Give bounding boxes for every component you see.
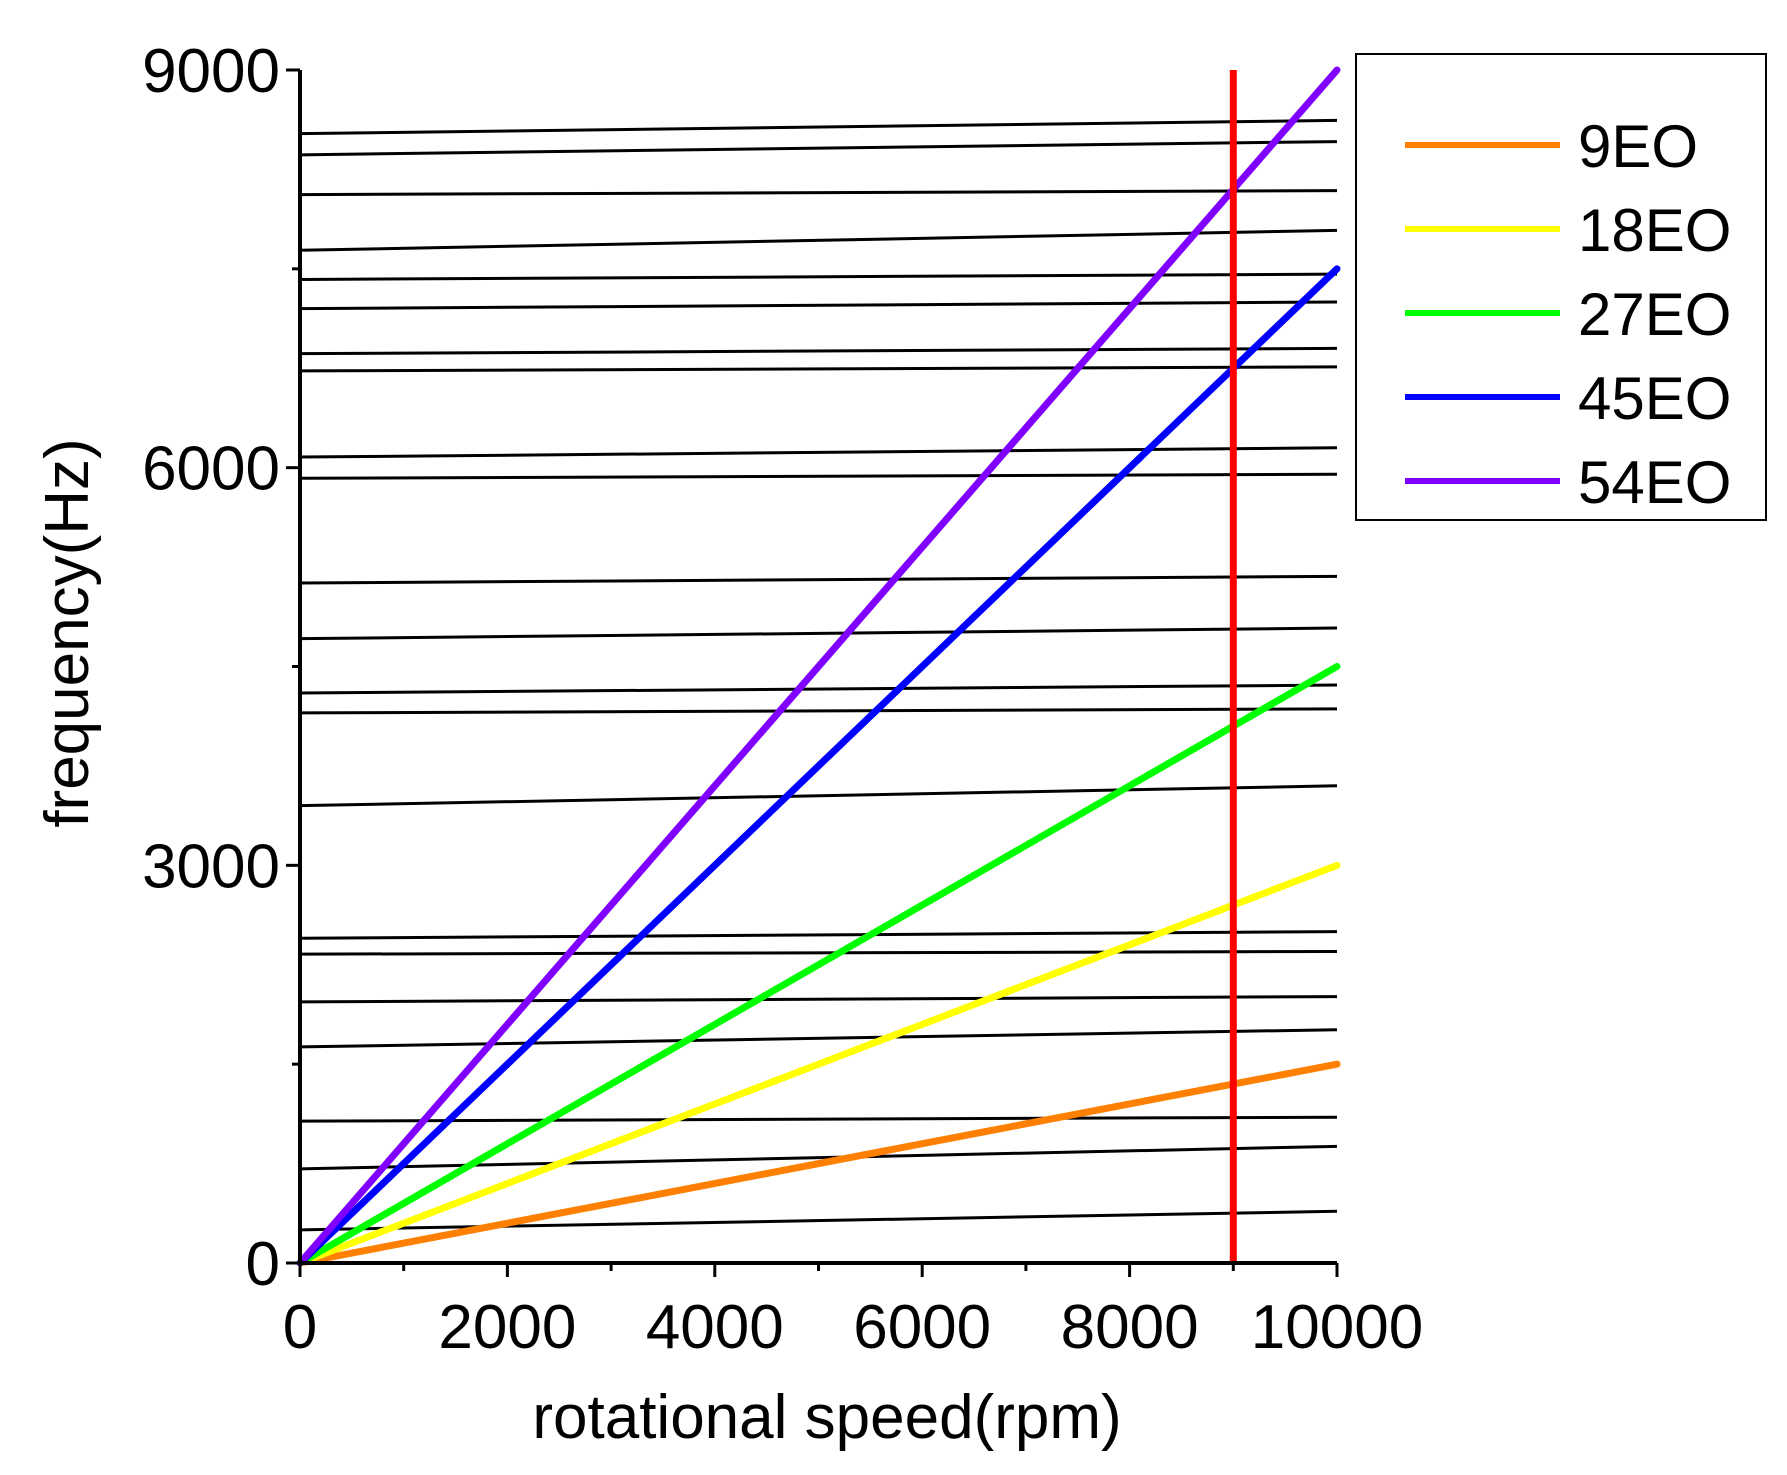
- natural-frequency-line: [299, 446, 1338, 459]
- natural-frequency-line: [299, 272, 1338, 281]
- natural-frequency-line: [299, 189, 1338, 197]
- natural-frequency-line: [299, 626, 1338, 641]
- natural-frequency-line: [299, 300, 1338, 311]
- legend-label: 18EO: [1578, 197, 1731, 264]
- series-line-45eo: [296, 265, 1341, 1267]
- y-tick-label: 3000: [142, 832, 280, 901]
- x-axis-label: rotational speed(rpm): [532, 1383, 1121, 1452]
- y-tick-label: 0: [246, 1230, 280, 1299]
- natural-frequency-line: [299, 1028, 1338, 1049]
- natural-frequency-line: [299, 995, 1338, 1004]
- natural-frequency-line: [299, 707, 1338, 715]
- legend-box: [1355, 53, 1767, 521]
- legend-label: 9EO: [1578, 113, 1698, 180]
- axis-ticks: 0 2000 4000 6000 8000 10000 0 3000 6000 9000: [142, 37, 1423, 1362]
- y-tick-label: 6000: [142, 435, 280, 504]
- x-tick-label: 2000: [438, 1293, 576, 1362]
- legend: 9EO 18EO 27EO 45EO 54EO: [1355, 53, 1767, 521]
- natural-frequency-line: [299, 118, 1338, 136]
- legend-label: 54EO: [1578, 449, 1731, 516]
- natural-frequency-line: [299, 784, 1338, 808]
- natural-frequency-line: [299, 140, 1338, 157]
- engine-order-lines: [296, 66, 1341, 1267]
- natural-frequency-line: [299, 683, 1338, 695]
- series-line-27eo: [296, 663, 1341, 1267]
- y-tick-label: 9000: [142, 37, 280, 106]
- natural-frequency-line: [299, 472, 1338, 480]
- x-tick-label: 10000: [1251, 1293, 1423, 1362]
- x-tick-label: 0: [283, 1293, 317, 1362]
- series-line-18eo: [296, 861, 1341, 1267]
- legend-label: 27EO: [1578, 281, 1731, 348]
- x-tick-label: 6000: [853, 1293, 991, 1362]
- natural-frequency-line: [299, 949, 1338, 956]
- natural-frequency-line: [299, 930, 1338, 940]
- x-tick-label: 8000: [1061, 1293, 1199, 1362]
- natural-frequency-line: [299, 574, 1338, 585]
- natural-frequency-line: [299, 365, 1338, 373]
- series-line-9eo: [296, 1060, 1341, 1267]
- natural-frequency-line: [299, 346, 1338, 356]
- series-line-54eo: [296, 66, 1341, 1267]
- natural-frequency-line: [299, 1115, 1338, 1123]
- natural-frequency-lines: [299, 118, 1338, 1232]
- legend-label: 45EO: [1578, 365, 1731, 432]
- natural-frequency-line: [299, 1209, 1338, 1232]
- x-tick-label: 4000: [646, 1293, 784, 1362]
- y-axis-label: frequency(Hz): [33, 438, 102, 827]
- natural-frequency-line: [299, 228, 1338, 252]
